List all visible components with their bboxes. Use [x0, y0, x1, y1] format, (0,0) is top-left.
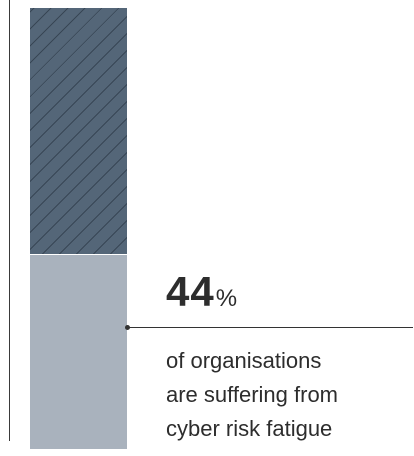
stat-number: 44: [166, 268, 215, 315]
leader-dot: [125, 325, 130, 330]
stat-value: 44%: [166, 268, 237, 316]
bar-segment-value: [30, 255, 127, 449]
stat-unit: %: [215, 285, 238, 312]
caption-line: are suffering from: [166, 382, 339, 407]
caption-line: cyber risk fatigue: [166, 416, 333, 441]
stat-caption: of organisations are suffering from cybe…: [166, 344, 412, 446]
caption-line: of organisations: [166, 348, 322, 373]
leader-line: [128, 327, 413, 328]
axis-line: [9, 0, 10, 441]
bar-segment-remaining: [30, 8, 127, 255]
stacked-bar: [30, 8, 127, 449]
